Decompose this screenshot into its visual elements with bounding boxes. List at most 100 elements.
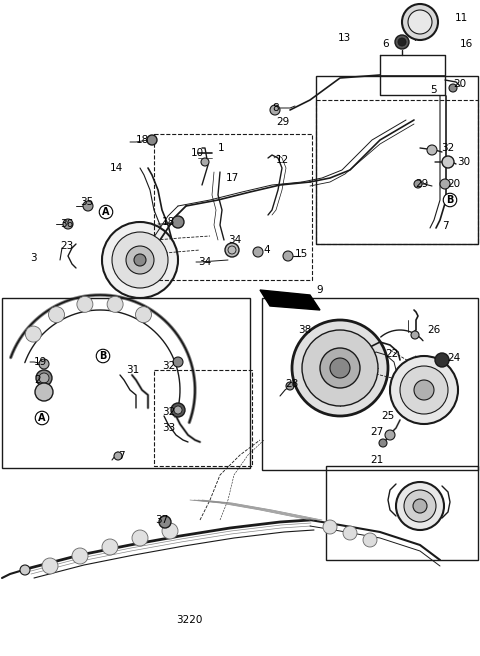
Circle shape [39, 373, 49, 383]
Text: 25: 25 [381, 411, 394, 421]
Text: 20: 20 [447, 179, 460, 189]
Bar [2, 298, 250, 468]
Circle shape [323, 520, 337, 534]
Circle shape [363, 533, 377, 547]
Text: 4: 4 [263, 245, 270, 255]
Circle shape [112, 232, 168, 288]
Circle shape [398, 38, 406, 46]
Bar [316, 76, 478, 244]
Circle shape [385, 430, 395, 440]
Text: 33: 33 [162, 423, 175, 433]
Circle shape [159, 516, 171, 528]
Circle shape [135, 306, 152, 323]
Circle shape [414, 180, 422, 188]
Circle shape [413, 499, 427, 513]
Circle shape [63, 219, 73, 229]
Circle shape [395, 35, 409, 49]
Text: 7: 7 [118, 451, 125, 461]
Circle shape [225, 243, 239, 257]
Text: 34: 34 [198, 257, 211, 267]
Polygon shape [260, 290, 320, 310]
Circle shape [36, 370, 52, 386]
Text: 19: 19 [34, 357, 47, 367]
Text: 35: 35 [80, 197, 93, 207]
Circle shape [253, 247, 263, 257]
Text: 32: 32 [162, 361, 175, 371]
Text: 31: 31 [126, 365, 139, 375]
Text: 36: 36 [60, 219, 73, 229]
Circle shape [302, 330, 378, 406]
Text: 13: 13 [338, 33, 351, 43]
Circle shape [201, 158, 209, 166]
Text: 6: 6 [382, 39, 389, 49]
Text: 14: 14 [110, 163, 123, 173]
Bar [316, 100, 478, 244]
Text: 9: 9 [316, 285, 323, 295]
Circle shape [20, 565, 30, 575]
Circle shape [134, 254, 146, 266]
Circle shape [25, 326, 41, 342]
Circle shape [147, 135, 157, 145]
Circle shape [408, 10, 432, 34]
Text: B: B [446, 195, 454, 205]
Text: 5: 5 [430, 85, 437, 95]
Text: 29: 29 [415, 179, 428, 189]
Circle shape [411, 331, 419, 339]
Text: 24: 24 [447, 353, 460, 363]
Text: A: A [102, 207, 110, 217]
Circle shape [173, 357, 183, 367]
Text: 29: 29 [276, 117, 289, 127]
Text: 32: 32 [162, 407, 175, 417]
Circle shape [427, 145, 437, 155]
Circle shape [270, 105, 280, 115]
Text: 30: 30 [457, 157, 470, 167]
Circle shape [114, 452, 122, 460]
Text: 18: 18 [162, 217, 175, 227]
Circle shape [400, 366, 448, 414]
Circle shape [283, 251, 293, 261]
Text: 8: 8 [272, 103, 278, 113]
Text: 11: 11 [455, 13, 468, 23]
Bar [262, 298, 478, 470]
Circle shape [286, 382, 294, 390]
Bar [154, 134, 312, 280]
Text: 20: 20 [453, 79, 466, 89]
Circle shape [414, 380, 434, 400]
Circle shape [42, 558, 58, 574]
Circle shape [102, 222, 178, 298]
Circle shape [126, 246, 154, 274]
Circle shape [174, 406, 182, 414]
Text: 32: 32 [441, 143, 454, 153]
Text: 22: 22 [385, 349, 398, 359]
Circle shape [132, 530, 148, 546]
Circle shape [396, 482, 444, 530]
Text: 1: 1 [218, 143, 225, 153]
Circle shape [442, 156, 454, 168]
Text: 12: 12 [276, 155, 289, 165]
Circle shape [39, 359, 49, 369]
Circle shape [48, 306, 64, 323]
Text: 26: 26 [427, 325, 440, 335]
Text: 21: 21 [370, 455, 383, 465]
Text: 18: 18 [136, 135, 149, 145]
Circle shape [162, 523, 178, 539]
Circle shape [72, 548, 88, 564]
Circle shape [102, 539, 118, 555]
Circle shape [449, 84, 457, 92]
Circle shape [172, 216, 184, 228]
Circle shape [390, 356, 458, 424]
Circle shape [440, 179, 450, 189]
Bar [326, 466, 478, 560]
Text: A: A [38, 413, 46, 423]
Text: 38: 38 [298, 325, 311, 335]
Circle shape [343, 526, 357, 540]
Circle shape [402, 4, 438, 40]
Text: 2: 2 [34, 375, 41, 385]
Text: 34: 34 [228, 235, 241, 245]
Circle shape [404, 490, 436, 522]
Text: 27: 27 [370, 427, 383, 437]
Circle shape [435, 353, 449, 367]
Circle shape [292, 320, 388, 416]
Circle shape [320, 348, 360, 388]
Circle shape [83, 201, 93, 211]
